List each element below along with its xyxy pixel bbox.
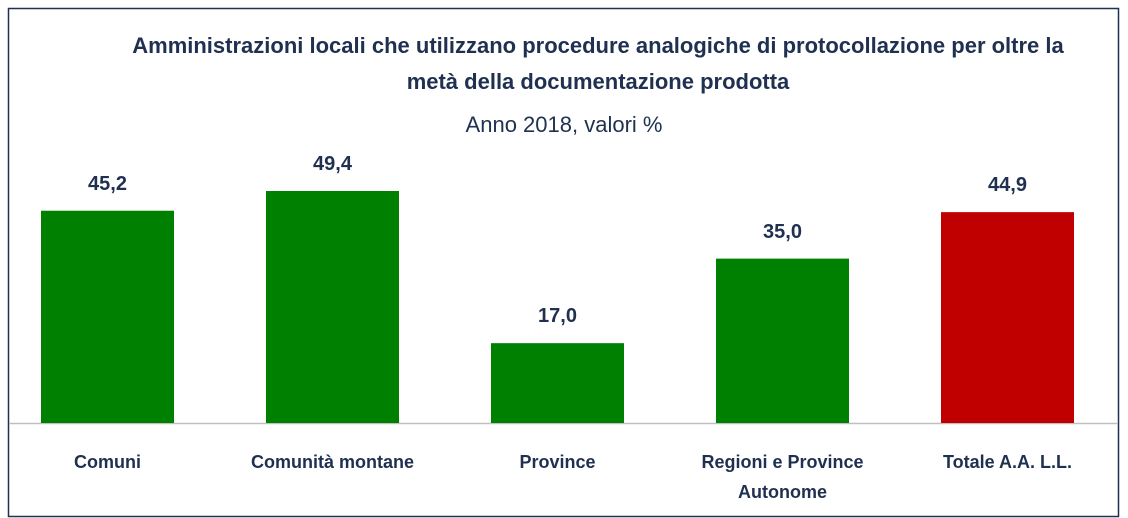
x-tick-label: Regioni e Province Autonome <box>701 452 864 502</box>
chart-title: Amministrazioni locali che utilizzano pr… <box>132 33 1064 94</box>
value-label: 49,4 <box>313 153 352 175</box>
frame <box>7 7 1120 518</box>
bar <box>266 191 399 423</box>
value-label: 45,2 <box>88 172 127 195</box>
value-label: 35,0 <box>763 220 802 243</box>
x-tick-label: Comunità montane <box>250 452 414 472</box>
value-label: 17,0 <box>538 305 577 328</box>
bar <box>941 212 1074 423</box>
x-tick-label: Province <box>519 452 596 472</box>
bar <box>491 343 624 423</box>
chart-subtitle: Anno 2018, valori % <box>465 112 663 137</box>
x-tick-label: Totale A.A. L.L. <box>943 452 1072 472</box>
bar <box>41 210 174 423</box>
bar <box>716 258 849 423</box>
x-tick-label: Comuni <box>74 452 141 472</box>
value-label: 44,9 <box>988 174 1027 197</box>
